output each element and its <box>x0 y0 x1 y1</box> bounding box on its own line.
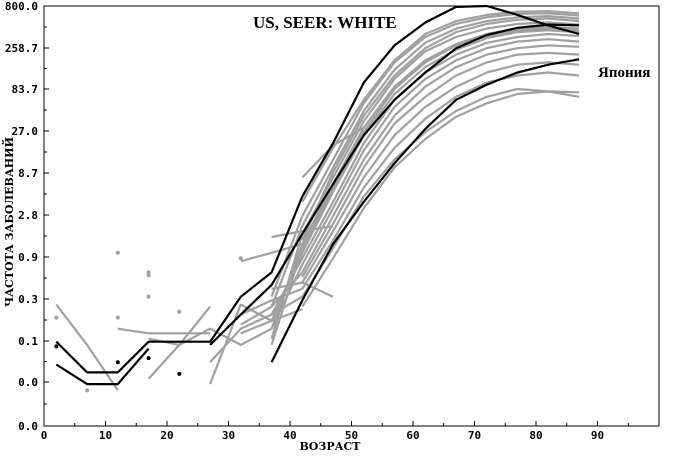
y-tick-label-6: 8.7 <box>18 167 38 180</box>
highlighted-series-line-1 <box>270 58 580 363</box>
x-tick-label-1: 10 <box>99 429 112 442</box>
x-tick-label-0: 0 <box>41 429 48 442</box>
black-point-0 <box>54 344 59 349</box>
y-tick-label-9: 258.7 <box>5 42 38 55</box>
registry-series-line-4 <box>270 38 580 330</box>
registry-series-line-2 <box>270 29 580 322</box>
x-tick-label-8: 80 <box>529 429 542 442</box>
registry-series-line-14 <box>301 90 580 308</box>
black-point-3 <box>177 371 182 376</box>
scatter-points-group <box>54 250 243 393</box>
registry-series-line-15 <box>301 10 580 203</box>
registry-series-line-11 <box>270 12 580 298</box>
annotation-japan: Япония <box>598 65 650 81</box>
y-axis-label: ЧАСТОТА ЗАБОЛЕВАНИЙ <box>1 137 16 307</box>
y-tick-label-0: 0.0 <box>18 420 38 433</box>
gray-point-1 <box>85 388 90 393</box>
gray-point-2 <box>115 250 120 255</box>
x-tick-label-2: 20 <box>160 429 173 442</box>
registry-series-line-25 <box>271 281 334 298</box>
highlighted-series-group <box>55 4 580 386</box>
registry-series-line-27 <box>240 242 303 263</box>
gray-point-8 <box>238 256 243 261</box>
y-axis: 0.0 0.0 0.1 0.3 0.9 2.8 8.7 27.0 83.7 258.7 800.0 <box>5 0 49 433</box>
y-tick-label-1: 0.0 <box>18 376 38 389</box>
y-tick-label-10: 800.0 <box>5 0 38 13</box>
registry-series-line-21 <box>209 295 303 364</box>
registry-series-line-26 <box>271 225 334 239</box>
gray-point-5 <box>146 294 151 299</box>
y-tick-label-5: 2.8 <box>18 209 38 222</box>
registry-series-line-0 <box>270 21 580 340</box>
registry-series-line-12 <box>270 27 580 346</box>
registry-series-line-8 <box>301 71 580 290</box>
registry-series-line-5 <box>301 44 580 273</box>
x-tick-label-4: 40 <box>283 429 296 442</box>
black-point-2 <box>146 356 151 361</box>
y-tick-label-3: 0.3 <box>18 293 38 306</box>
registry-series-line-19 <box>148 327 273 346</box>
x-tick-label-5: 50 <box>345 429 358 442</box>
registry-series-line-24 <box>240 308 303 335</box>
registry-series-line-7 <box>301 61 580 284</box>
registry-series-line-18 <box>117 327 211 335</box>
registry-series-group <box>55 10 580 392</box>
gray-point-7 <box>177 309 182 314</box>
x-tick-label-7: 70 <box>468 429 481 442</box>
y-tick-label-7: 27.0 <box>12 125 39 138</box>
y-tick-label-8: 83.7 <box>12 83 39 96</box>
highlighted-series-line-0 <box>55 4 580 374</box>
registry-series-line-10 <box>270 15 580 308</box>
gray-point-3 <box>115 315 120 320</box>
x-axis: 0 10 20 30 40 50 60 70 80 90 <box>41 421 629 442</box>
x-tick-label-6: 60 <box>406 429 419 442</box>
gray-point-6 <box>146 273 151 278</box>
highlighted-series-line-2 <box>209 23 580 346</box>
x-axis-label: ВОЗРАСТ <box>300 440 362 453</box>
registry-series-line-6 <box>301 51 580 278</box>
y-tick-label-2: 0.1 <box>18 335 38 348</box>
highlighted-series-line-3 <box>55 347 150 386</box>
gray-point-0 <box>54 315 59 320</box>
black-point-1 <box>115 360 120 365</box>
x-tick-label-3: 30 <box>222 429 235 442</box>
registry-series-line-20 <box>209 303 273 385</box>
registry-series-line-23 <box>240 287 303 316</box>
registry-series-line-1 <box>270 25 580 330</box>
registry-series-line-16 <box>55 303 119 392</box>
annotation-us-seer-white: US, SEER: WHITE <box>253 13 397 32</box>
y-tick-label-4: 0.9 <box>18 251 38 264</box>
registry-series-line-28 <box>301 126 365 179</box>
x-tick-label-9: 90 <box>591 429 604 442</box>
